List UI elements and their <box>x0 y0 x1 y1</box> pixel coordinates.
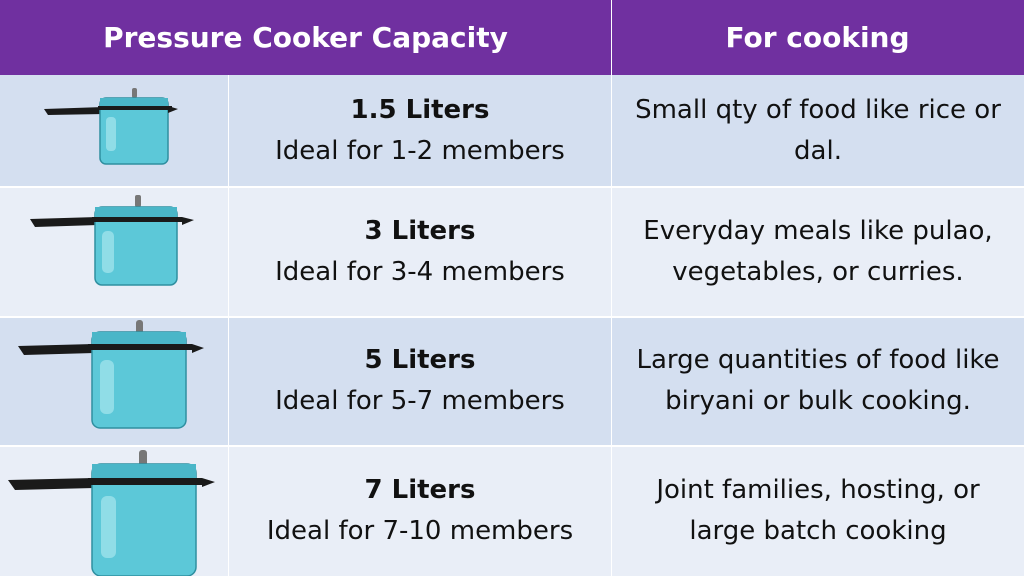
members-label: Ideal for 7-10 members <box>266 516 574 546</box>
table-header: Pressure Cooker Capacity For cooking <box>0 0 1024 75</box>
table-row: 5 Liters Ideal for 5-7 members Large qua… <box>0 317 1024 445</box>
capacity-cell: 5 Liters Ideal for 5-7 members <box>229 317 611 445</box>
cooker-cell <box>0 317 228 445</box>
capacity-cell: 3 Liters Ideal for 3-4 members <box>229 187 611 316</box>
capacity-cell: 1.5 Liters Ideal for 1-2 members <box>229 75 611 186</box>
use-cell: Everyday meals like pulao, vegetables, o… <box>643 215 993 287</box>
header-capacity: Pressure Cooker Capacity <box>103 21 508 54</box>
use-cell: Small qty of food like rice or dal. <box>635 94 1001 166</box>
row-divider <box>0 445 1024 447</box>
cooker-cell <box>0 75 228 186</box>
cooker-cell <box>0 446 228 576</box>
size-label: 1.5 Liters <box>350 94 490 125</box>
members-label: Ideal for 5-7 members <box>275 386 565 416</box>
column-divider <box>228 75 229 576</box>
header-cooking: For cooking <box>725 21 910 54</box>
header-divider <box>611 0 612 75</box>
capacity-cell: 7 Liters Ideal for 7-10 members <box>229 446 611 576</box>
table-row: 7 Liters Ideal for 7-10 members Joint fa… <box>0 446 1024 576</box>
members-label: Ideal for 1-2 members <box>275 135 565 166</box>
pressure-cooker-icon <box>30 195 194 286</box>
pressure-cooker-icon <box>18 320 204 429</box>
size-label: 5 Liters <box>364 345 476 375</box>
table-row: 1.5 Liters Ideal for 1-2 members Small q… <box>0 75 1024 186</box>
members-label: Ideal for 3-4 members <box>275 256 565 287</box>
cooker-cell <box>0 187 228 316</box>
column-divider <box>611 75 612 576</box>
pressure-cooker-icon <box>44 88 178 165</box>
use-cell: Joint families, hosting, or large batch … <box>656 475 980 546</box>
size-label: 3 Liters <box>364 215 476 246</box>
table-row: 3 Liters Ideal for 3-4 members Everyday … <box>0 187 1024 316</box>
row-divider <box>0 316 1024 318</box>
size-label: 7 Liters <box>364 475 476 505</box>
pressure-cooker-icon <box>8 450 215 576</box>
use-cell: Large quantities of food like biryani or… <box>636 345 1000 416</box>
row-divider <box>0 186 1024 188</box>
